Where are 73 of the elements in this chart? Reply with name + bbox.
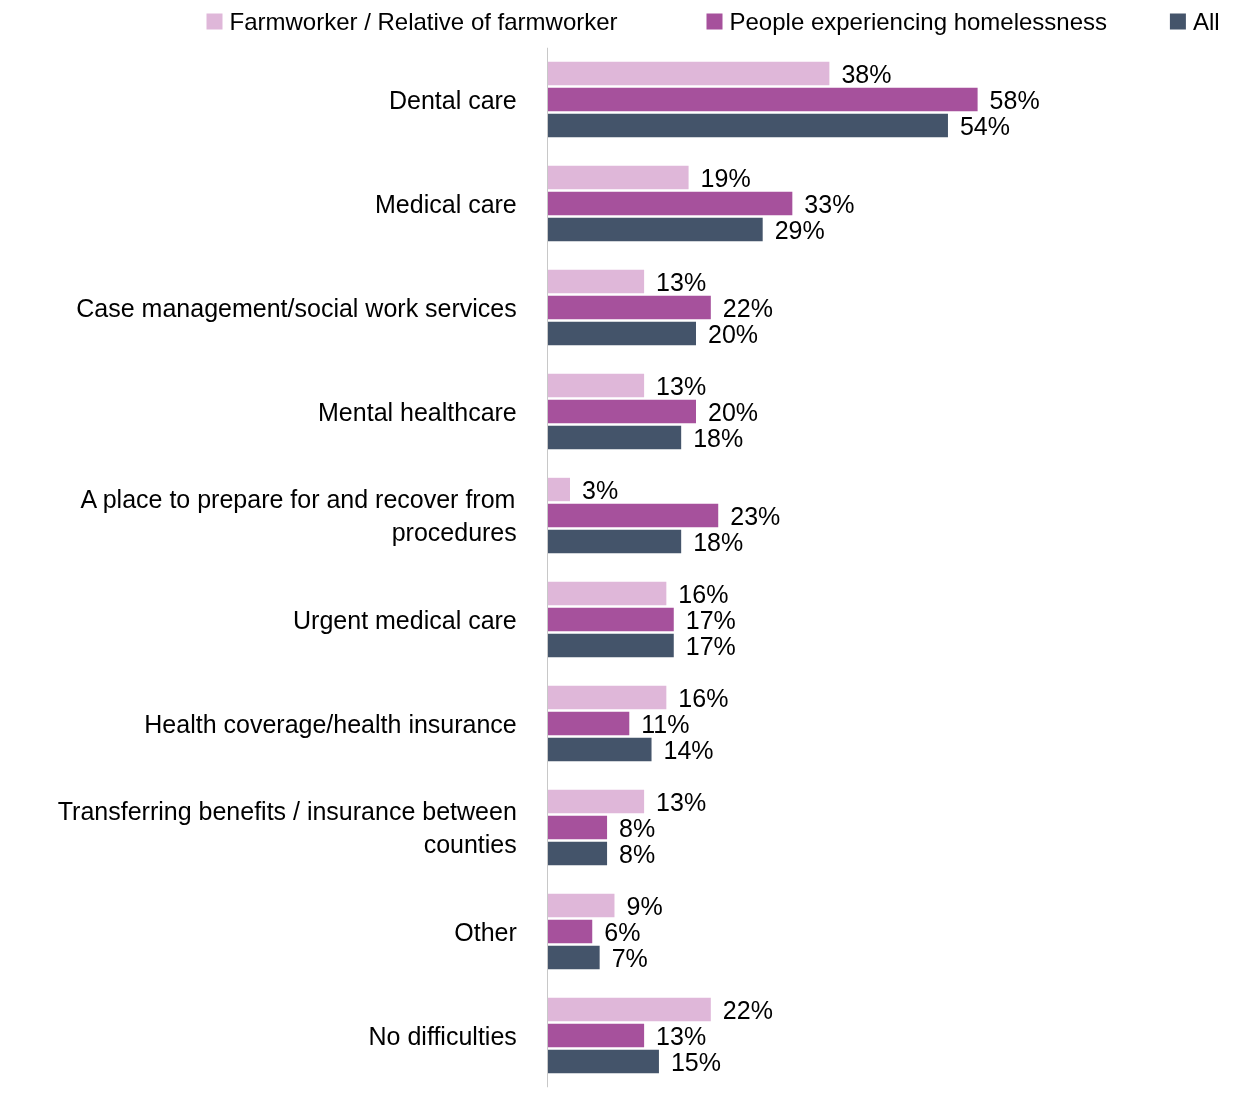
data-label: 13% (656, 787, 707, 816)
data-label: 7% (611, 943, 648, 972)
data-label: 16% (678, 683, 729, 712)
data-label: 13% (656, 371, 707, 400)
data-label: 38% (841, 59, 892, 88)
bar (547, 529, 682, 554)
data-label: 11% (641, 709, 690, 738)
bar (547, 191, 793, 216)
bar (547, 87, 978, 112)
y-tick-label: Other (454, 917, 517, 946)
bar (547, 789, 645, 814)
bar (547, 399, 696, 424)
data-label: 16% (678, 579, 729, 608)
bar (547, 711, 630, 736)
y-tick-label: No difficulties (368, 1021, 517, 1050)
data-label: 58% (989, 85, 1040, 114)
data-label: 13% (656, 1021, 707, 1050)
legend-label: Farmworker / Relative of farmworker (229, 8, 618, 35)
legend-label: All (1192, 8, 1220, 35)
bar (547, 373, 645, 398)
bar (547, 997, 711, 1022)
data-label: 17% (685, 631, 736, 660)
bar (547, 581, 667, 606)
data-label: 22% (722, 995, 773, 1024)
data-label: 29% (774, 215, 825, 244)
bar (547, 815, 608, 840)
bar (547, 321, 696, 346)
y-tick-label: Mental healthcare (318, 397, 517, 426)
bar (547, 217, 763, 242)
bar (547, 1049, 659, 1074)
data-label: 33% (804, 189, 855, 218)
data-label: 9% (626, 891, 663, 920)
y-tick-label: Medical care (375, 189, 517, 218)
data-label: 54% (959, 111, 1011, 140)
bar (547, 919, 593, 944)
y-tick-label: Transferring benefits / insurance between counties (57, 796, 517, 859)
bar (547, 893, 615, 918)
data-label: 8% (619, 839, 656, 868)
bar (547, 945, 600, 970)
bar (547, 477, 571, 502)
legend-label: People experiencing homelessness (729, 8, 1108, 35)
y-tick-label: Dental care (388, 85, 517, 114)
bar (547, 165, 689, 190)
bar (547, 113, 948, 138)
data-label: 3% (582, 475, 619, 504)
data-label: 15% (670, 1047, 721, 1076)
bar (547, 685, 667, 710)
bar (547, 503, 719, 528)
y-tick-label: Health coverage/health insurance (144, 709, 517, 738)
data-label: 8% (619, 813, 656, 842)
data-label: 14% (663, 735, 714, 764)
bar (547, 607, 674, 632)
y-tick-label: Urgent medical care (293, 605, 517, 634)
bar (547, 269, 645, 294)
y-tick-label: Case management/social work services (76, 293, 517, 322)
data-label: 18% (693, 423, 744, 452)
bar (547, 841, 608, 866)
data-label: 13% (656, 267, 707, 296)
bar (547, 425, 682, 450)
bar (547, 295, 711, 320)
y-tick-label: A place to prepare for and recover from procedures (80, 484, 517, 547)
bar (547, 737, 652, 762)
data-label: 6% (604, 917, 641, 946)
data-label: 19% (700, 163, 751, 192)
data-label: 17% (685, 605, 736, 634)
data-label: 23% (730, 501, 781, 530)
data-label: 18% (693, 527, 744, 556)
bar (547, 1023, 645, 1048)
bar (547, 633, 674, 658)
data-label: 20% (708, 397, 759, 426)
bar (547, 61, 830, 86)
data-label: 22% (722, 293, 773, 322)
data-label: 20% (708, 319, 759, 348)
